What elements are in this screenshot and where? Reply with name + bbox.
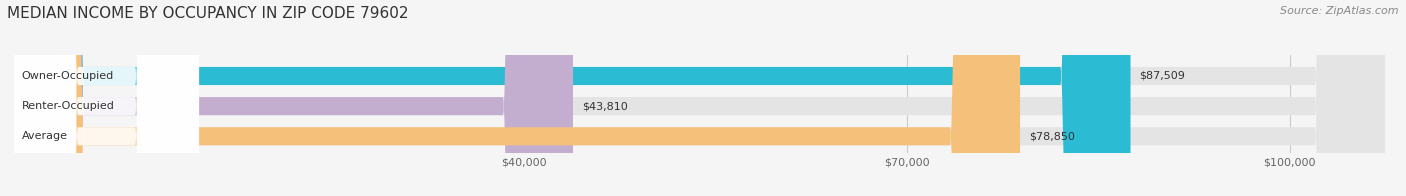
FancyBboxPatch shape [14,0,200,196]
Text: $78,850: $78,850 [1029,131,1074,141]
FancyBboxPatch shape [14,0,1019,196]
FancyBboxPatch shape [14,0,200,196]
Text: $43,810: $43,810 [582,101,627,111]
Text: Owner-Occupied: Owner-Occupied [21,71,114,81]
FancyBboxPatch shape [14,0,1385,196]
FancyBboxPatch shape [14,0,574,196]
FancyBboxPatch shape [14,0,1385,196]
Text: Average: Average [21,131,67,141]
Text: $87,509: $87,509 [1139,71,1185,81]
FancyBboxPatch shape [14,0,1130,196]
Text: Renter-Occupied: Renter-Occupied [21,101,115,111]
FancyBboxPatch shape [14,0,200,196]
Text: Source: ZipAtlas.com: Source: ZipAtlas.com [1281,6,1399,16]
FancyBboxPatch shape [14,0,1385,196]
Text: MEDIAN INCOME BY OCCUPANCY IN ZIP CODE 79602: MEDIAN INCOME BY OCCUPANCY IN ZIP CODE 7… [7,6,409,21]
